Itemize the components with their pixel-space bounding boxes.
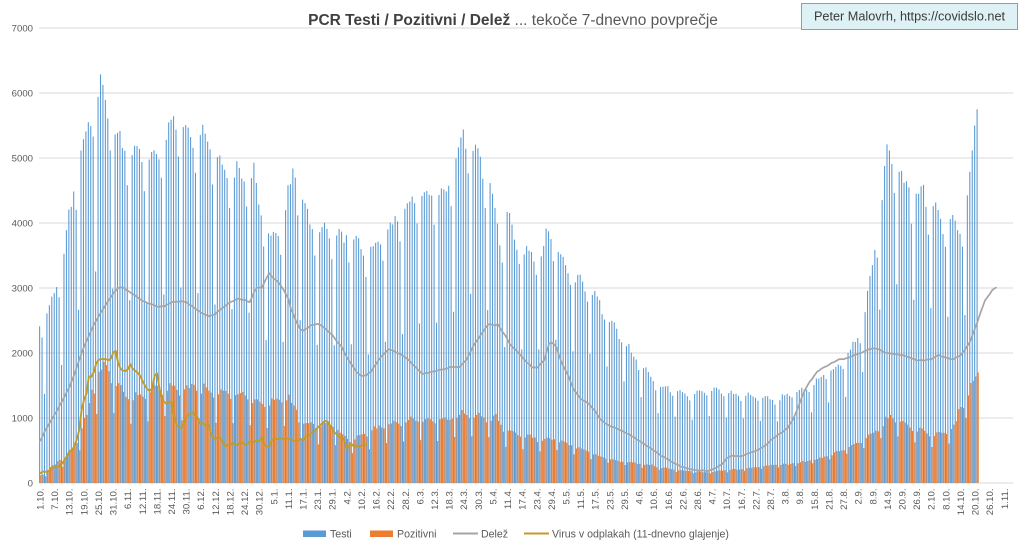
svg-text:3.8.: 3.8.: [781, 489, 792, 505]
svg-text:Delež: Delež: [481, 529, 508, 541]
svg-text:2000: 2000: [12, 348, 33, 359]
svg-text:23.1.: 23.1.: [313, 489, 324, 510]
svg-text:23.4.: 23.4.: [532, 489, 543, 510]
svg-text:Peter Malovrh, https://covidsl: Peter Malovrh, https://covidslo.net: [814, 10, 1006, 24]
svg-text:5.4.: 5.4.: [488, 489, 499, 505]
svg-text:18.12.: 18.12.: [225, 489, 236, 516]
svg-text:21.8.: 21.8.: [824, 489, 835, 510]
svg-text:28.2.: 28.2.: [401, 489, 412, 510]
svg-text:5.5.: 5.5.: [561, 489, 572, 505]
svg-text:19.10.: 19.10.: [79, 489, 90, 516]
svg-text:16.7.: 16.7.: [737, 489, 748, 510]
svg-text:29.1.: 29.1.: [328, 489, 339, 510]
svg-text:14.9.: 14.9.: [883, 489, 894, 510]
svg-text:22.6.: 22.6.: [678, 489, 689, 510]
svg-text:4.2.: 4.2.: [342, 489, 353, 505]
svg-text:12.3.: 12.3.: [430, 489, 441, 510]
svg-text:1.10.: 1.10.: [36, 489, 47, 510]
svg-text:27.8.: 27.8.: [839, 489, 850, 510]
svg-text:2.10.: 2.10.: [927, 489, 938, 510]
svg-text:3000: 3000: [12, 283, 33, 294]
svg-text:26.9.: 26.9.: [912, 489, 923, 510]
svg-text:20.9.: 20.9.: [898, 489, 909, 510]
svg-text:6.3.: 6.3.: [415, 489, 426, 505]
svg-text:10.6.: 10.6.: [649, 489, 660, 510]
svg-text:28.7.: 28.7.: [766, 489, 777, 510]
svg-text:18.11.: 18.11.: [152, 489, 163, 515]
svg-text:16.2.: 16.2.: [372, 489, 383, 510]
svg-text:29.4.: 29.4.: [547, 489, 558, 510]
svg-text:17.4.: 17.4.: [518, 489, 529, 510]
svg-text:14.10.: 14.10.: [956, 489, 967, 516]
svg-text:0: 0: [28, 478, 33, 489]
svg-text:4.7.: 4.7.: [708, 489, 719, 505]
svg-text:Pozitivni: Pozitivni: [397, 529, 436, 541]
svg-text:30.11.: 30.11.: [182, 489, 193, 515]
svg-text:17.1.: 17.1.: [299, 489, 310, 510]
svg-text:5.1.: 5.1.: [269, 489, 280, 505]
svg-text:2.9.: 2.9.: [854, 489, 865, 505]
svg-text:22.2.: 22.2.: [386, 489, 397, 510]
svg-text:1.11.: 1.11.: [1000, 489, 1011, 510]
svg-text:8.9.: 8.9.: [868, 489, 879, 505]
svg-text:18.3.: 18.3.: [445, 489, 456, 510]
svg-text:Virus v odplakah (11-dnevno gl: Virus v odplakah (11-dnevno glajenje): [552, 529, 729, 541]
svg-text:5000: 5000: [12, 153, 33, 164]
svg-text:12.11.: 12.11.: [138, 489, 149, 515]
svg-text:30.12.: 30.12.: [255, 489, 266, 516]
svg-text:20.10.: 20.10.: [971, 489, 982, 516]
svg-text:12.12.: 12.12.: [211, 489, 222, 516]
svg-text:4.6.: 4.6.: [635, 489, 646, 505]
svg-text:11.4.: 11.4.: [503, 489, 514, 510]
svg-text:22.7.: 22.7.: [751, 489, 762, 510]
svg-text:1000: 1000: [12, 413, 33, 424]
svg-text:11.5.: 11.5.: [576, 489, 587, 510]
svg-text:31.10.: 31.10.: [109, 489, 120, 516]
svg-text:10.7.: 10.7.: [722, 489, 733, 510]
svg-text:23.5.: 23.5.: [605, 489, 616, 510]
svg-text:11.1.: 11.1.: [284, 489, 295, 510]
svg-text:Testi: Testi: [330, 529, 352, 541]
svg-text:17.5.: 17.5.: [591, 489, 602, 510]
svg-text:8.10.: 8.10.: [941, 489, 952, 510]
svg-text:29.5.: 29.5.: [620, 489, 631, 510]
svg-text:7000: 7000: [12, 23, 33, 34]
svg-text:24.3.: 24.3.: [459, 489, 470, 510]
svg-text:13.10.: 13.10.: [65, 489, 76, 516]
svg-text:28.6.: 28.6.: [693, 489, 704, 510]
svg-text:6.11.: 6.11.: [123, 489, 134, 510]
svg-text:PCR Testi / Pozitivni / Delež: PCR Testi / Pozitivni / Delež ... tekoče…: [308, 12, 718, 29]
svg-text:7.10.: 7.10.: [50, 489, 61, 510]
svg-text:30.3.: 30.3.: [474, 489, 485, 510]
svg-text:4000: 4000: [12, 218, 33, 229]
svg-text:24.11.: 24.11.: [167, 489, 178, 515]
svg-text:25.10.: 25.10.: [94, 489, 105, 516]
svg-text:6.12.: 6.12.: [196, 489, 207, 510]
svg-text:6000: 6000: [12, 88, 33, 99]
svg-text:16.6.: 16.6.: [664, 489, 675, 510]
svg-text:9.8.: 9.8.: [795, 489, 806, 505]
svg-text:15.8.: 15.8.: [810, 489, 821, 510]
svg-text:26.10.: 26.10.: [985, 489, 996, 516]
svg-text:24.12.: 24.12.: [240, 489, 251, 516]
svg-text:10.2.: 10.2.: [357, 489, 368, 510]
